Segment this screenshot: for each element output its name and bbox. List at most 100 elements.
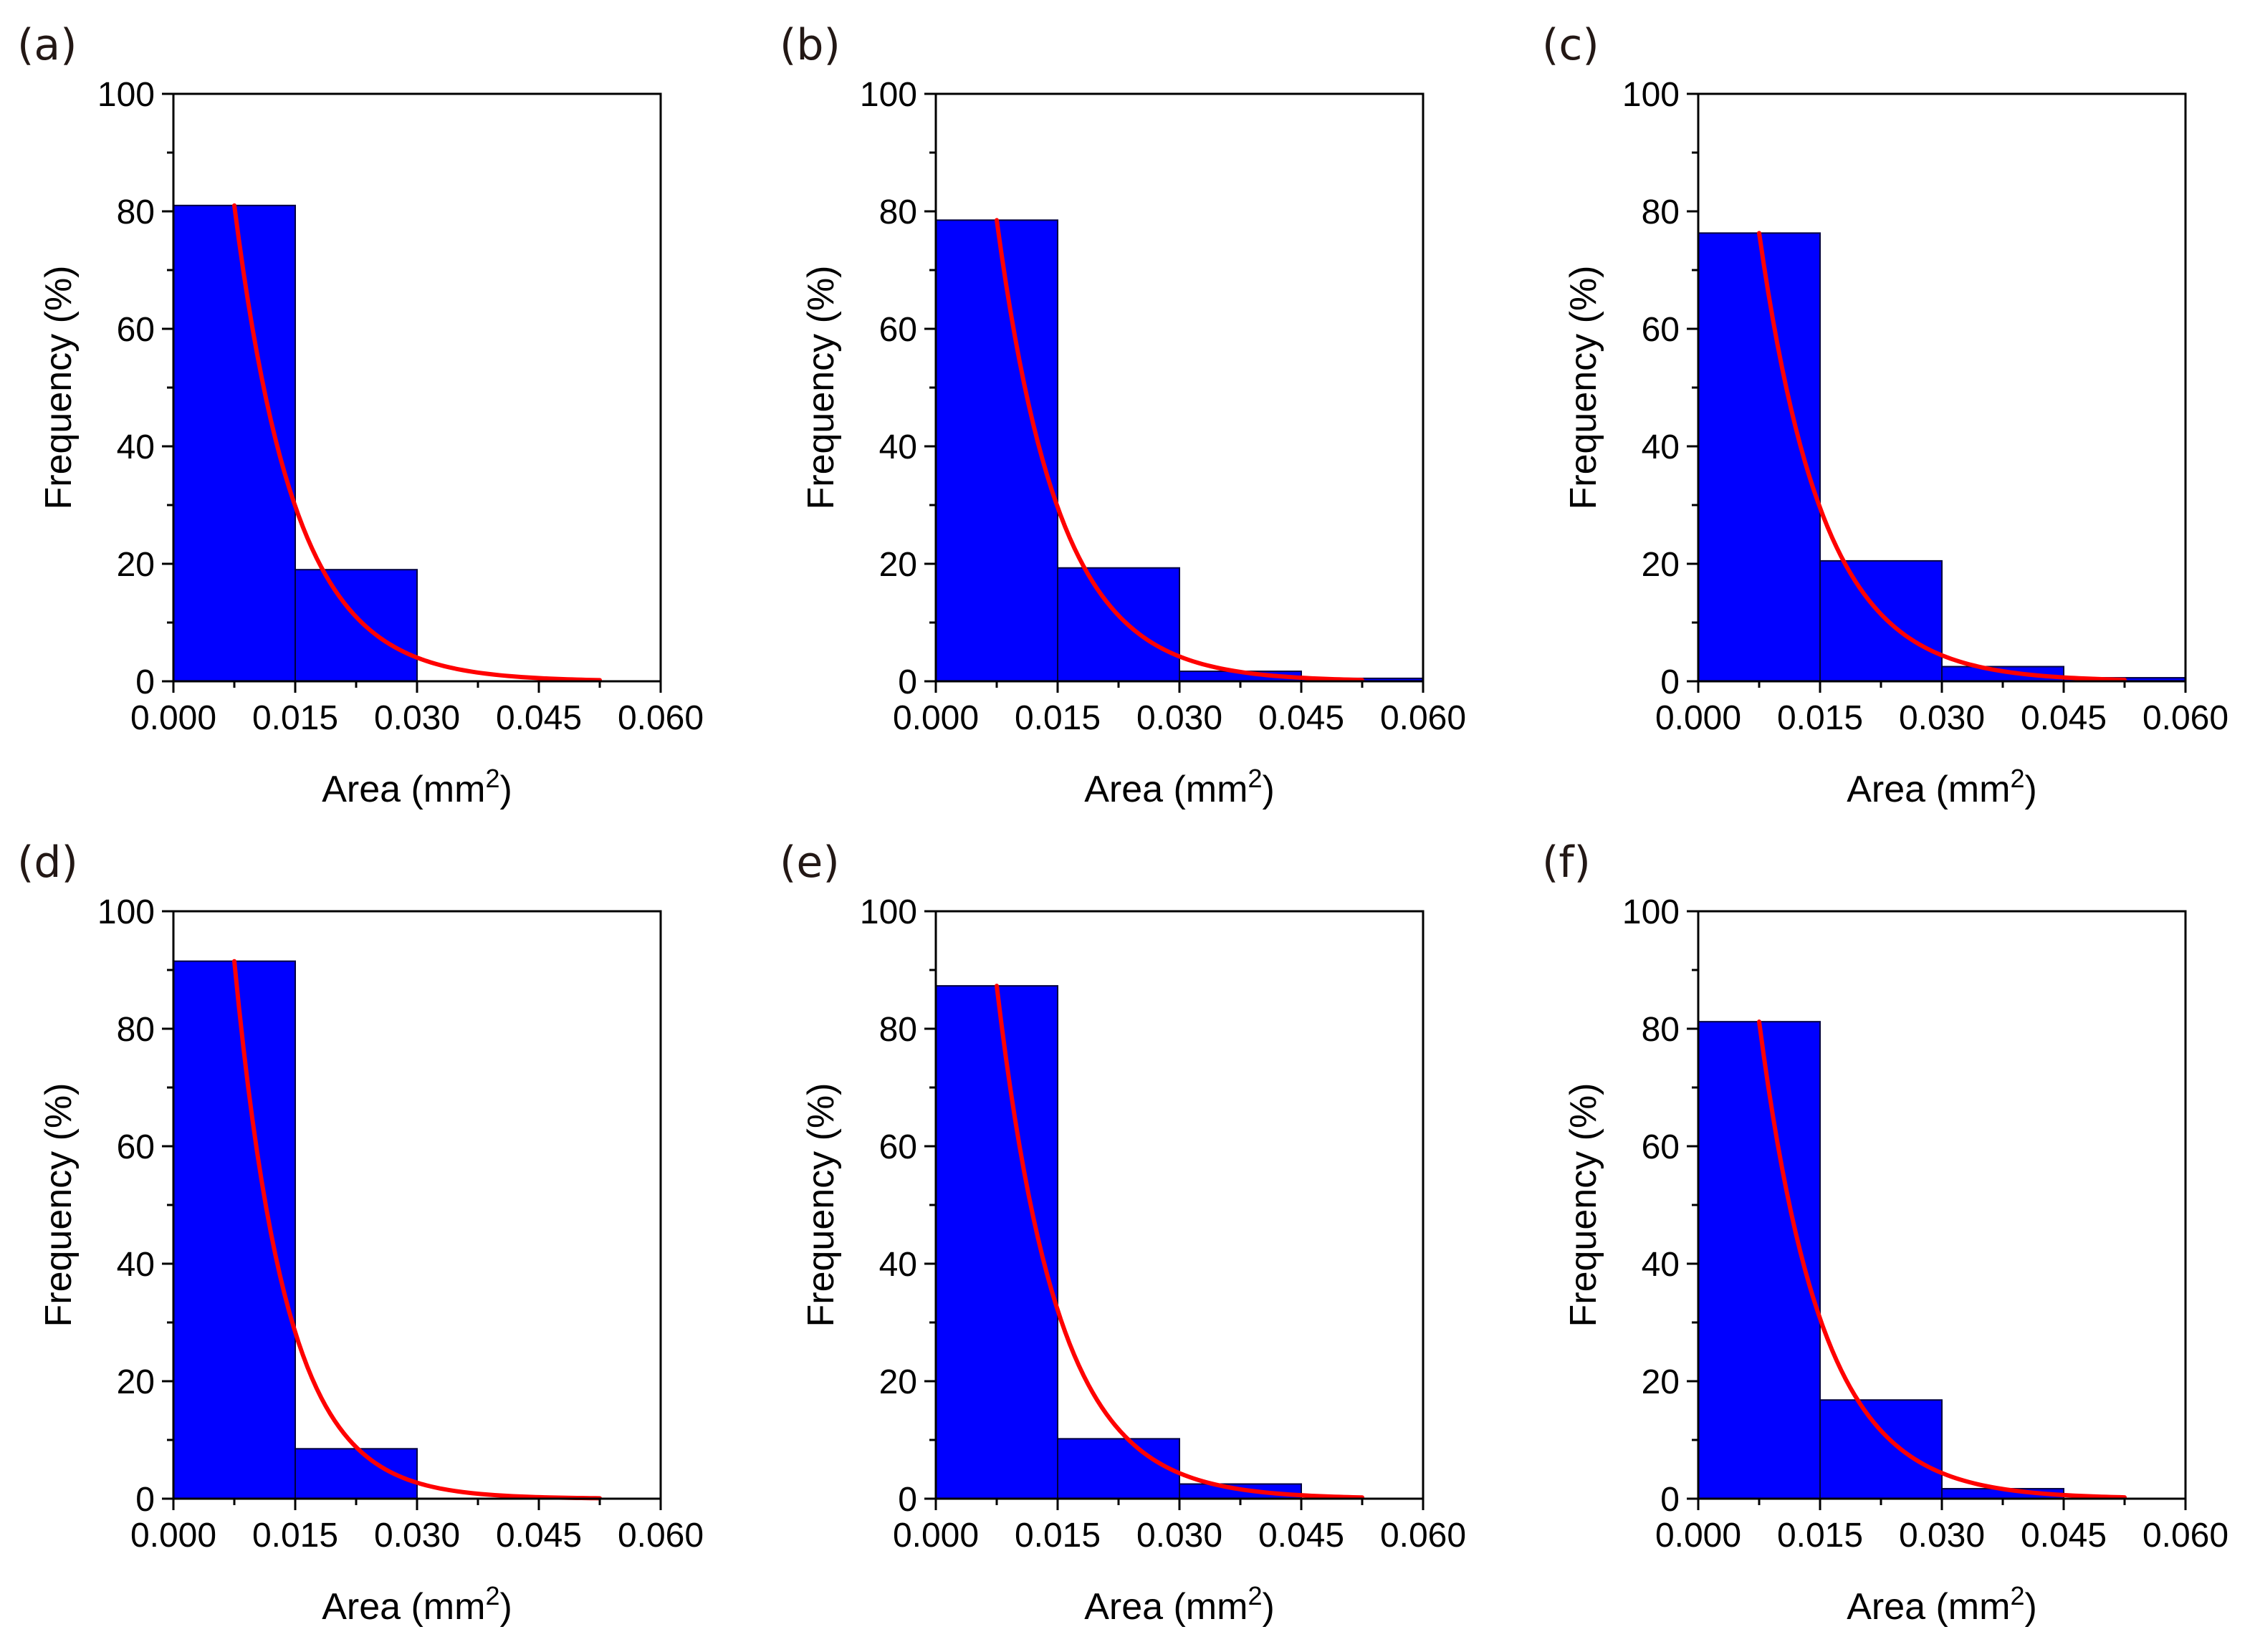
histogram-bar — [295, 569, 418, 683]
x-axis-title-superscript: 2 — [1248, 1581, 1262, 1610]
y-tick-label: 80 — [1642, 193, 1680, 231]
histogram-panel: (a) 0 20 40 60 80 100 0.000 0.015 0.030 0.045 0.060… — [17, 20, 704, 810]
x-tick-label: 0.030 — [374, 1517, 460, 1555]
histogram-panel: (f) 0 20 40 60 80 100 0.000 0.015 0.030 0.045 0.060… — [1542, 837, 2228, 1628]
y-tick-label: 20 — [117, 1363, 155, 1401]
y-tick-label: 80 — [117, 1011, 155, 1049]
y-tick-label: 0 — [135, 663, 155, 701]
x-tick-label: 0.000 — [130, 1517, 216, 1555]
x-axis-title: Area (mm2) — [1084, 1581, 1275, 1628]
y-axis-title: Frequency (%) — [800, 1083, 842, 1327]
x-tick-label: 0.000 — [893, 699, 979, 737]
x-tick-label: 0.015 — [1015, 1517, 1101, 1555]
histogram-bar — [1819, 560, 1943, 683]
y-tick-label: 60 — [1642, 1128, 1680, 1166]
y-tick-label: 100 — [860, 893, 917, 931]
x-axis-title-superscript: 2 — [2010, 764, 2024, 793]
y-tick-label: 40 — [1642, 1246, 1680, 1284]
y-tick-label: 20 — [117, 546, 155, 584]
y-tick-label: 100 — [1622, 76, 1680, 114]
exponential-fit-curve — [232, 203, 602, 683]
x-tick-label: 0.045 — [496, 1517, 582, 1555]
x-axis-title-superscript: 2 — [485, 764, 499, 793]
x-axis-title-superscript: 2 — [2010, 1581, 2024, 1610]
y-axis-title: Frequency (%) — [1563, 266, 1604, 510]
y-tick-label: 60 — [879, 1128, 917, 1166]
x-axis-title-end: ) — [2024, 769, 2036, 810]
x-axis-title: Area (mm2) — [322, 1581, 512, 1628]
histogram-bar — [1819, 1399, 1943, 1499]
x-tick-label: 0.000 — [1655, 1517, 1741, 1555]
y-tick-label: 60 — [1642, 311, 1680, 349]
y-tick-label: 0 — [898, 1481, 917, 1519]
x-tick-label: 0.000 — [893, 1517, 979, 1555]
y-tick-label: 40 — [879, 428, 917, 466]
panel-label: (c) — [1542, 20, 1599, 70]
x-axis-title-superscript: 2 — [485, 1581, 499, 1610]
y-tick-label: 80 — [117, 193, 155, 231]
exponential-fit-curve — [1757, 1019, 2127, 1500]
histogram-bar — [1057, 567, 1180, 682]
y-tick-label: 0 — [898, 663, 917, 701]
y-tick-label: 20 — [879, 1363, 917, 1401]
exponential-fit-curve — [995, 984, 1364, 1500]
panel-label: (e) — [780, 837, 840, 888]
histogram-panel: (d) 0 20 40 60 80 100 0.000 0.015 0.030 0.045 0.060… — [17, 837, 704, 1628]
x-axis-title-main: Area (mm — [322, 1586, 485, 1628]
x-tick-label: 0.045 — [2021, 1517, 2107, 1555]
x-tick-label: 0.060 — [2143, 1517, 2228, 1555]
y-tick-label: 100 — [97, 893, 155, 931]
x-axis-title: Area (mm2) — [322, 764, 512, 810]
x-tick-label: 0.015 — [1015, 699, 1101, 737]
x-tick-label: 0.060 — [618, 699, 704, 737]
x-tick-label: 0.030 — [1136, 1517, 1222, 1555]
histogram-bar — [1941, 666, 2064, 682]
x-tick-label: 0.000 — [1655, 699, 1741, 737]
x-axis-title-main: Area (mm — [1084, 769, 1248, 810]
x-tick-label: 0.015 — [252, 699, 338, 737]
panel-label: (b) — [780, 20, 841, 70]
x-tick-label: 0.015 — [1777, 1517, 1863, 1555]
x-axis-title-main: Area (mm — [1847, 1586, 2010, 1628]
x-axis-title-end: ) — [2024, 1586, 2036, 1628]
histogram-bar — [1698, 1021, 1821, 1500]
x-axis-title: Area (mm2) — [1084, 764, 1275, 810]
y-tick-label: 60 — [117, 1128, 155, 1166]
y-tick-label: 20 — [879, 546, 917, 584]
y-tick-label: 100 — [860, 76, 917, 114]
x-axis-title-end: ) — [1262, 769, 1274, 810]
x-axis-title-end: ) — [499, 769, 512, 810]
x-tick-label: 0.030 — [1899, 699, 1985, 737]
x-tick-label: 0.060 — [1380, 1517, 1466, 1555]
y-tick-label: 0 — [1660, 1481, 1680, 1519]
x-tick-label: 0.030 — [1136, 699, 1222, 737]
panel-label: (f) — [1542, 837, 1591, 888]
y-tick-label: 80 — [879, 193, 917, 231]
x-axis-title-end: ) — [499, 1586, 512, 1628]
x-tick-label: 0.045 — [2021, 699, 2107, 737]
histogram-panel: (c) 0 20 40 60 80 100 0.000 0.015 0.030 0.045 0.060… — [1542, 20, 2228, 810]
y-tick-label: 60 — [117, 311, 155, 349]
x-axis-title: Area (mm2) — [1847, 1581, 2037, 1628]
y-axis-title: Frequency (%) — [38, 1083, 80, 1327]
y-tick-label: 60 — [879, 311, 917, 349]
y-tick-label: 40 — [879, 1246, 917, 1284]
y-tick-label: 80 — [1642, 1011, 1680, 1049]
y-axis-title: Frequency (%) — [1563, 1083, 1604, 1327]
x-tick-label: 0.045 — [496, 699, 582, 737]
x-axis-title-end: ) — [1262, 1586, 1274, 1628]
histogram-bar — [1698, 232, 1821, 682]
x-tick-label: 0.030 — [1899, 1517, 1985, 1555]
histogram-bar — [1057, 1438, 1180, 1499]
x-tick-label: 0.060 — [1380, 699, 1466, 737]
x-tick-label: 0.045 — [1258, 1517, 1344, 1555]
x-tick-label: 0.060 — [2143, 699, 2228, 737]
y-tick-label: 100 — [97, 76, 155, 114]
x-axis-title: Area (mm2) — [1847, 764, 2037, 810]
y-tick-label: 100 — [1622, 893, 1680, 931]
x-axis-title-main: Area (mm — [1847, 769, 2010, 810]
y-tick-label: 80 — [879, 1011, 917, 1049]
y-tick-label: 0 — [135, 1481, 155, 1519]
x-axis-title-main: Area (mm — [1084, 1586, 1248, 1628]
y-tick-label: 0 — [1660, 663, 1680, 701]
